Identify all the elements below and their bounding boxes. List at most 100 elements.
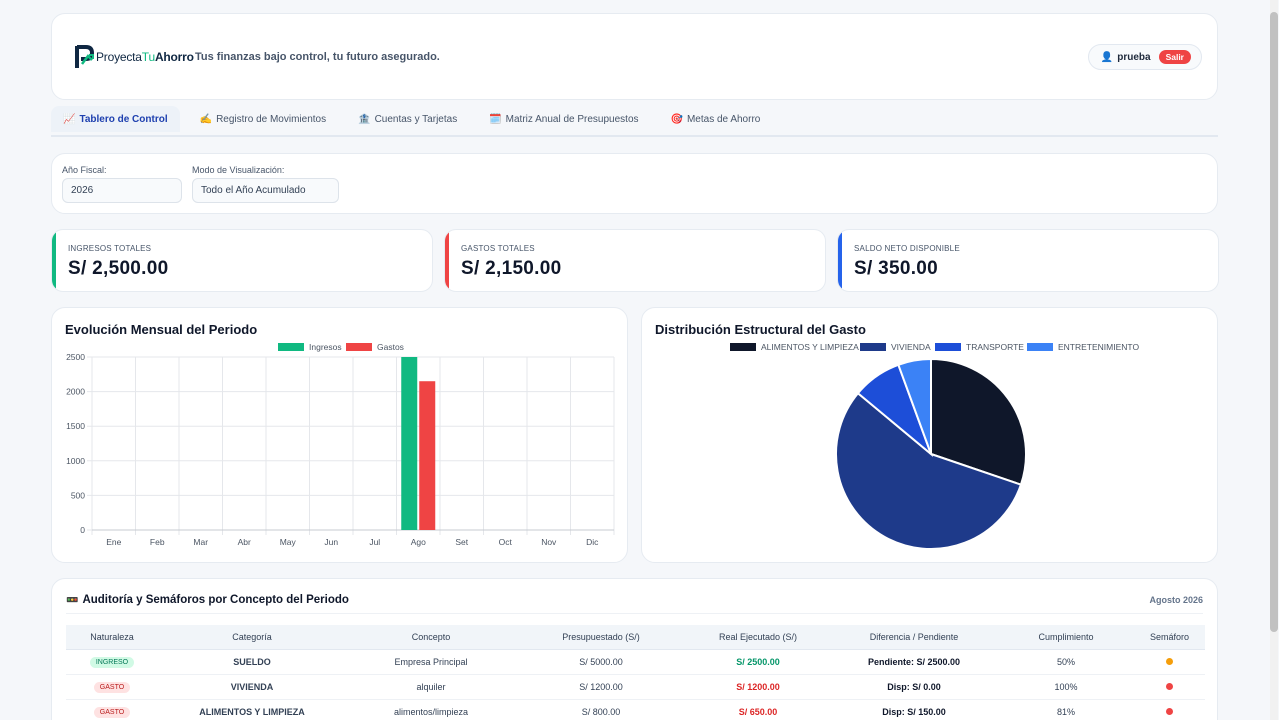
pie-slice-entretenimiento[interactable] <box>897 357 932 455</box>
tab-1[interactable]: ✍️ Registro de Movimientos <box>188 106 339 132</box>
cell-concept: Empresa Principal <box>346 649 516 675</box>
cell-diff: Disp: S/ 0.00 <box>830 674 998 700</box>
legend-swatch <box>935 343 961 351</box>
tab-label: Metas de Ahorro <box>686 113 761 125</box>
legend-label: Gastos <box>377 342 404 352</box>
x-tick-label: Ene <box>106 537 121 547</box>
x-tick-label: Nov <box>541 537 557 547</box>
x-tick-label: Set <box>455 537 468 547</box>
x-tick-label: Oct <box>499 537 513 547</box>
cell-pct: 81% <box>998 699 1134 720</box>
pie-slice-vivienda[interactable] <box>835 391 1023 550</box>
logo-icon <box>75 45 95 68</box>
audit-title-text: Auditoría y Semáforos por Concepto del P… <box>82 594 349 606</box>
column-header: Cumplimiento <box>998 625 1134 650</box>
column-header: Concepto <box>346 625 516 650</box>
legend-label: ENTRETENIMIENTO <box>1058 342 1140 352</box>
tab-4[interactable]: 🎯 Metas de Ahorro <box>659 106 773 132</box>
table-header-row: Naturaleza Categoría Concepto Presupuestado… <box>66 625 1205 650</box>
y-tick-label: 1000 <box>66 456 85 466</box>
cell-nature: GASTO <box>66 674 158 700</box>
status-light <box>1166 682 1173 690</box>
legend-label: ALIMENTOS Y LIMPIEZA <box>761 342 859 352</box>
tab-0[interactable]: 📈 Tablero de Control <box>51 106 180 132</box>
y-tick-label: 0 <box>80 525 85 535</box>
x-tick-label: Dic <box>586 537 599 547</box>
app-header: ProyectaTuAhorro Tus finanzas bajo contr… <box>51 13 1218 100</box>
kpi-label: SALDO NETO DISPONIBLE <box>854 244 960 253</box>
legend-label: TRANSPORTE <box>966 342 1024 352</box>
page-scrollbar-thumb[interactable] <box>1270 12 1278 632</box>
audit-section: 🚥 Auditoría y Semáforos por Concepto del … <box>51 578 1218 720</box>
cell-diff: Disp: S/ 150.00 <box>830 699 998 720</box>
pie-legend-item[interactable]: VIVIENDA <box>860 342 931 352</box>
kpi-value: S/ 350.00 <box>854 258 939 279</box>
logo-text: ProyectaTuAhorro <box>96 50 194 64</box>
distribution-chart-card: Distribución Estructural del Gasto ALIME… <box>641 307 1218 563</box>
cell-category: SUELDO <box>158 649 346 675</box>
cell-budget: S/ 800.00 <box>516 699 686 720</box>
mode-select[interactable]: Todo el Año Acumulado <box>192 178 339 203</box>
nature-badge: GASTO <box>93 681 131 693</box>
tab-label: Registro de Movimientos <box>216 113 327 125</box>
x-tick-label: Mar <box>193 537 208 547</box>
mode-label: Modo de Visualización: <box>192 165 285 175</box>
table-row[interactable]: INGRESO SUELDO Empresa Principal S/ 5000.00… <box>66 649 1205 675</box>
nature-badge: INGRESO <box>89 656 135 668</box>
legend-income[interactable]: Ingresos <box>278 342 342 352</box>
y-tick-label: 500 <box>71 490 85 500</box>
pie-legend-item[interactable]: ENTRETENIMIENTO <box>1027 342 1139 352</box>
chart-title: Evolución Mensual del Periodo <box>65 322 258 337</box>
tab-3[interactable]: 🗓️ Matriz Anual de Presupuestos <box>477 106 650 132</box>
app-logo[interactable]: ProyectaTuAhorro <box>74 44 194 70</box>
legend-expenses[interactable]: Gastos <box>346 342 404 352</box>
column-header: Semáforo <box>1134 625 1205 650</box>
user-menu[interactable]: 👤 prueba Salir <box>1087 44 1202 70</box>
cell-light <box>1134 649 1205 675</box>
tab-label: Tablero de Control <box>79 113 168 125</box>
y-tick-label: 1500 <box>66 421 85 431</box>
logout-button[interactable]: Salir <box>1158 50 1191 64</box>
table-row[interactable]: GASTO ALIMENTOS Y LIMPIEZA alimentos/limpi… <box>66 699 1205 720</box>
legend-label: VIVIENDA <box>891 342 931 352</box>
year-select[interactable]: 2026 <box>62 178 182 203</box>
cell-diff: Pendiente: S/ 2500.00 <box>830 649 998 675</box>
legend-swatch <box>278 343 304 351</box>
pie-legend-item[interactable]: ALIMENTOS Y LIMPIEZA <box>730 342 859 352</box>
audit-table: Naturaleza Categoría Concepto Presupuestado… <box>66 625 1205 720</box>
tab-label: Cuentas y Tarjetas <box>374 113 458 125</box>
cell-actual: S/ 650.00 <box>686 699 830 720</box>
tab-label: Matriz Anual de Presupuestos <box>505 113 639 125</box>
logo-text-part: Proyecta <box>96 50 142 64</box>
x-tick-label: Feb <box>150 537 165 547</box>
cell-concept: alquiler <box>346 674 516 700</box>
logo-text-part: Tu <box>141 50 155 64</box>
audit-period: Agosto 2026 <box>1149 595 1203 605</box>
kpi-accent <box>838 230 842 291</box>
kpi-income: INGRESOS TOTALES S/ 2,500.00 <box>51 229 433 292</box>
year-label: Año Fiscal: <box>62 165 107 175</box>
pie-legend-item[interactable]: TRANSPORTE <box>935 342 1024 352</box>
legend-swatch <box>860 343 886 351</box>
filters-panel: Año Fiscal: 2026 Modo de Visualización: … <box>51 153 1218 214</box>
legend-swatch <box>730 343 756 351</box>
main-tabs: 📈 Tablero de Control ✍️ Registro de Movimie… <box>51 106 1218 137</box>
tab-icon: 🎯 <box>670 113 683 125</box>
cell-pct: 50% <box>998 649 1134 675</box>
monthly-bar-chart: 0 500 1000 1500 2000 2500 Ene Feb Mar Abr May Jun Ju… <box>66 352 615 547</box>
user-icon: 👤 <box>1100 51 1114 63</box>
tab-icon: ✍️ <box>199 113 213 125</box>
x-tick-label: Jun <box>324 537 338 547</box>
tab-2[interactable]: 🏦 Cuentas y Tarjetas <box>346 106 469 132</box>
kpi-expenses: GASTOS TOTALES S/ 2,150.00 <box>444 229 826 292</box>
cell-nature: GASTO <box>66 699 158 720</box>
table-row[interactable]: GASTO VIVIENDA alquiler S/ 1200.00 S/ 1200.0… <box>66 674 1205 700</box>
cell-budget: S/ 5000.00 <box>516 649 686 675</box>
kpi-accent <box>445 230 449 291</box>
kpi-value: S/ 2,150.00 <box>461 258 562 279</box>
tab-icon: 🗓️ <box>489 113 502 125</box>
kpi-label: INGRESOS TOTALES <box>68 244 152 253</box>
tagline: Tus finanzas bajo control, tu futuro ase… <box>195 51 440 63</box>
column-header: Naturaleza <box>66 625 158 650</box>
pie-slice-alimentos-y-limpieza[interactable] <box>930 357 1027 486</box>
